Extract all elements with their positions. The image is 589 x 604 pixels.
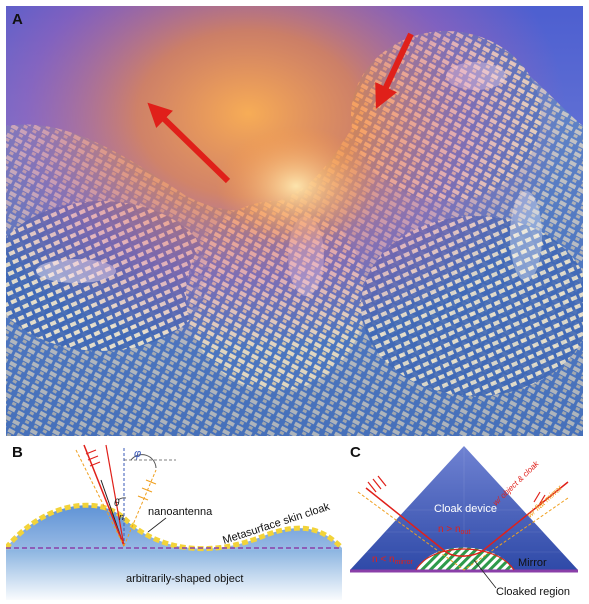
panel-b: φ θ n nanoantenna Metasurface skin cloak… [6,440,342,600]
ray-flat [357,491,569,571]
index-inside: n > nout [438,524,470,536]
skin-cloak-diagram: φ θ n nanoantenna Metasurface skin cloak… [6,444,342,600]
light-hotspot [216,126,376,246]
normal-label: n [119,512,124,522]
ray-flat-label: w/ flat mirror [525,483,564,519]
ray-cloak [365,481,569,557]
reflected-arrow [147,102,231,184]
theta-label: θ [114,498,120,509]
reflected-ray-orange [123,469,157,547]
object-label: arbitrarily-shaped object [126,573,243,585]
cloak-surface [6,502,342,552]
incident-ray [83,444,125,547]
wavefront-ticks [85,449,101,467]
metasurface-illustration [6,6,583,436]
panel-c-label: C [350,444,361,461]
mirror-label: Mirror [518,557,547,569]
ray-cloak-label: w/ object & cloak [491,459,541,508]
region-label: Cloaked region [496,586,570,598]
panel-a-label: A [12,11,23,28]
reflected-ray-red [105,444,125,547]
panel-a: A [6,6,583,436]
incident-arrow [375,32,414,109]
incident-ray-orange [75,449,125,547]
wavefront-ticks-c [367,475,546,506]
nanoantenna-label: nanoantenna [148,506,213,518]
panel-b-label: B [12,444,23,461]
phi-label: φ [134,448,141,460]
prism [350,446,578,570]
cloak-device-diagram: Cloak device n > nout n < nmirror w/ obj… [350,446,578,598]
index-left: n < nmirror [372,554,413,566]
device-label: Cloak device [434,503,497,515]
ground [6,550,342,600]
panel-c: Cloak device n > nout n < nmirror w/ obj… [346,440,583,600]
wavefront-ticks-orange [137,479,157,501]
